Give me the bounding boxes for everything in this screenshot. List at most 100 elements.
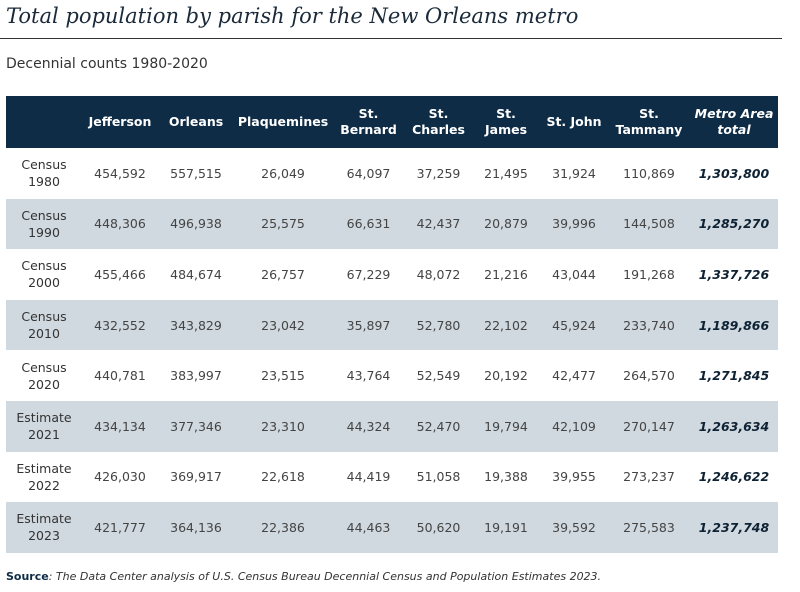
metro-total-cell: 1,285,270 — [690, 198, 778, 250]
table-cell: 26,757 — [261, 266, 305, 282]
table-cell: 39,592 — [540, 502, 608, 553]
column-header: Orleans — [158, 96, 234, 148]
table-cell: 64,097 — [346, 165, 391, 181]
table-cell: 23,310 — [234, 400, 332, 452]
metro-total-cell: 1,189,866 — [690, 299, 778, 351]
row-label-text: 2020 — [28, 376, 60, 392]
table-cell: 275,583 — [608, 502, 690, 553]
column-header-text: Orleans — [168, 114, 224, 129]
row-label-text: 1980 — [28, 174, 60, 190]
table-cell: 448,306 — [82, 198, 158, 250]
table-cell: 434,134 — [82, 400, 158, 452]
page-title: Total population by parish for the New O… — [6, 4, 579, 28]
table-cell: 44,463 — [332, 502, 405, 553]
table-cell: 45,924 — [540, 299, 608, 351]
column-header: St. John — [540, 96, 608, 148]
table-cell: 66,631 — [332, 198, 405, 250]
row-label-text: 2022 — [28, 477, 60, 493]
column-header: Jefferson — [82, 96, 158, 148]
column-header-text: St. — [496, 106, 516, 121]
metro-total-cell: 1,237,748 — [690, 502, 778, 553]
column-header-text: Charles — [412, 122, 465, 137]
table-cell: 44,324 — [332, 400, 405, 452]
column-header-text: St. — [358, 106, 379, 121]
row-label-text: 1990 — [28, 224, 60, 240]
table-cell: 364,136 — [158, 502, 234, 553]
table-cell: 26,049 — [261, 165, 305, 181]
row-label: Census 1990 — [6, 198, 82, 250]
column-header-text: Tammany — [615, 122, 683, 137]
column-header-text: Metro Area — [694, 106, 774, 121]
table-cell: 557,515 — [170, 165, 222, 181]
table-cell: 273,237 — [623, 469, 675, 485]
table-cell: 37,259 — [416, 165, 461, 181]
row-label: Estimate 2022 — [6, 452, 82, 503]
table-cell: 19,191 — [472, 502, 540, 553]
table-row: Census 2010 432,552 343,829 23,042 35,897 52,7… — [6, 299, 778, 351]
column-header-text: Plaquemines — [237, 114, 329, 129]
table-cell: 19,794 — [472, 400, 540, 452]
population-table: Jefferson Orleans Plaquemines St. Bernard St.… — [6, 96, 778, 553]
table-cell: 19,388 — [484, 469, 528, 485]
column-header-text: Bernard — [340, 122, 397, 137]
table-cell: 52,549 — [416, 368, 461, 384]
source-text: : The Data Center analysis of U.S. Censu… — [48, 570, 602, 583]
table-cell: 377,346 — [158, 400, 234, 452]
table-cell: 421,777 — [82, 502, 158, 553]
table-cell: 454,592 — [94, 165, 146, 181]
metro-total-cell: 1,303,800 — [698, 165, 770, 181]
column-header: St. Tammany — [608, 96, 690, 148]
metro-total-cell: 1,263,634 — [690, 400, 778, 452]
row-label-text: Census — [21, 359, 67, 375]
table-cell: 22,618 — [261, 469, 305, 485]
row-label: Census 2000 — [6, 249, 82, 300]
table-cell: 42,109 — [540, 400, 608, 452]
table-cell: 455,466 — [94, 266, 146, 282]
table-cell: 264,570 — [623, 368, 675, 384]
table-cell: 369,917 — [170, 469, 222, 485]
row-label: Estimate 2023 — [6, 502, 82, 553]
table-cell: 39,996 — [540, 198, 608, 250]
table-cell: 48,072 — [416, 266, 461, 282]
column-header-text: St. — [639, 106, 659, 121]
row-label-text: 2023 — [28, 528, 60, 544]
row-label-text: Census — [21, 157, 67, 173]
table-cell: 39,955 — [552, 469, 596, 485]
row-label-text: Census — [21, 207, 67, 223]
table-cell: 496,938 — [158, 198, 234, 250]
column-header: St. Charles — [405, 96, 472, 148]
column-header: Metro Area total — [690, 96, 778, 148]
table-cell: 50,620 — [405, 502, 472, 553]
row-label: Census 1980 — [6, 148, 82, 199]
table-cell: 233,740 — [608, 299, 690, 351]
row-label-text: 2021 — [28, 427, 60, 443]
table-cell: 383,997 — [170, 368, 222, 384]
source-label: Source — [6, 570, 49, 583]
table-cell: 110,869 — [623, 165, 675, 181]
table-cell: 31,924 — [552, 165, 596, 181]
table-cell: 20,879 — [472, 198, 540, 250]
table-cell: 51,058 — [416, 469, 461, 485]
table-cell: 484,674 — [170, 266, 222, 282]
source-note: Source: The Data Center analysis of U.S.… — [6, 570, 601, 583]
table-cell: 343,829 — [158, 299, 234, 351]
table-cell: 21,495 — [484, 165, 528, 181]
table-cell: 43,764 — [346, 368, 391, 384]
table-cell: 191,268 — [623, 266, 675, 282]
metro-total-cell: 1,337,726 — [698, 266, 770, 282]
table-row: Estimate 2023 421,777 364,136 22,386 44,463 50… — [6, 502, 778, 553]
table-cell: 42,477 — [552, 368, 596, 384]
table-cell: 44,419 — [346, 469, 391, 485]
row-label-text: Estimate — [16, 511, 72, 527]
subtitle: Decennial counts 1980-2020 — [6, 56, 208, 72]
table-cell: 43,044 — [552, 266, 596, 282]
row-label-text: Estimate — [16, 410, 72, 426]
row-label-text: 2010 — [28, 326, 60, 342]
column-header: St. James — [472, 96, 540, 148]
table-cell: 52,470 — [405, 400, 472, 452]
metro-total-cell: 1,246,622 — [698, 469, 770, 485]
row-label-text: 2000 — [28, 275, 60, 291]
table-cell: 25,575 — [234, 198, 332, 250]
table-cell: 426,030 — [94, 469, 146, 485]
table-cell: 22,102 — [472, 299, 540, 351]
